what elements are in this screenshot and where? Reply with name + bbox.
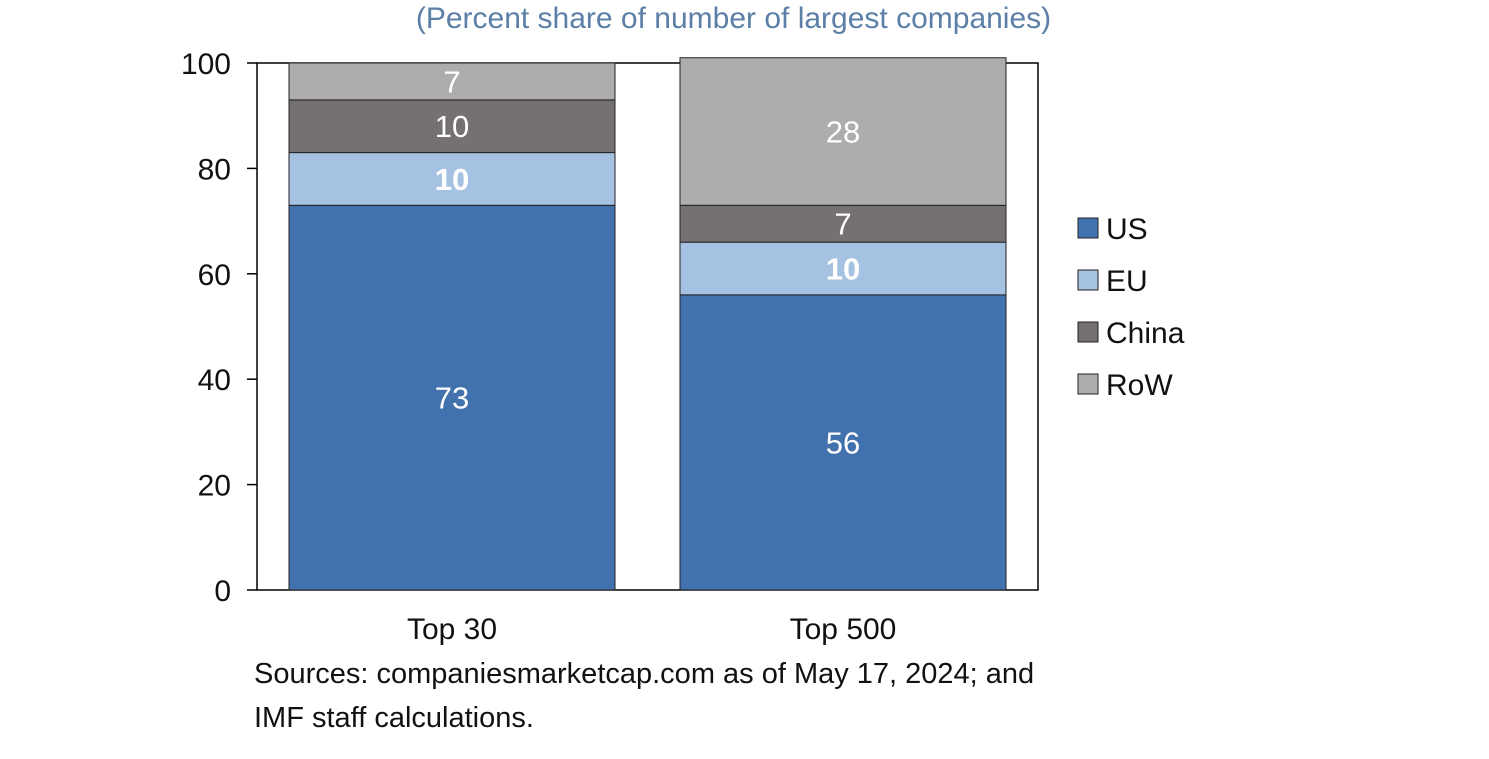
bar-segment-china bbox=[679, 204, 1007, 243]
data-label: 10 bbox=[826, 252, 860, 287]
legend-label: US bbox=[1106, 213, 1148, 246]
bar-segment-eu bbox=[288, 152, 616, 206]
legend-swatch-china bbox=[1077, 321, 1099, 343]
legend-swatch-us bbox=[1077, 217, 1099, 239]
bar-segment-row bbox=[679, 57, 1007, 206]
data-label: 10 bbox=[435, 109, 469, 144]
data-label: 7 bbox=[834, 207, 851, 242]
legend-label: RoW bbox=[1106, 369, 1173, 402]
y-tick-label: 60 bbox=[198, 259, 231, 292]
bar-segment-eu bbox=[679, 241, 1007, 296]
x-category-label: Top 30 bbox=[407, 613, 497, 646]
y-tick-label: 0 bbox=[214, 575, 231, 608]
chart-subtitle: (Percent share of number of largest comp… bbox=[415, 2, 1052, 35]
data-label: 7 bbox=[443, 64, 460, 99]
y-tick-label: 40 bbox=[198, 364, 231, 397]
data-label: 10 bbox=[435, 162, 469, 197]
plot-frame bbox=[256, 62, 1039, 591]
source-note: Sources: companiesmarketcap.com as of Ma… bbox=[254, 652, 1154, 740]
legend-swatch-eu bbox=[1077, 269, 1099, 291]
data-label: 73 bbox=[435, 381, 469, 416]
legend-label: China bbox=[1106, 317, 1185, 350]
source-line-1: Sources: companiesmarketcap.com as of Ma… bbox=[254, 658, 1035, 690]
bar-segment-us bbox=[679, 294, 1007, 591]
data-label: 56 bbox=[826, 425, 860, 460]
bar-segment-us bbox=[288, 204, 616, 591]
legend-label: EU bbox=[1106, 265, 1148, 298]
y-tick-label: 100 bbox=[181, 48, 231, 81]
data-label: 28 bbox=[826, 115, 860, 150]
y-tick-label: 80 bbox=[198, 153, 231, 186]
source-line-2: IMF staff calculations. bbox=[254, 702, 534, 734]
legend-swatch-row bbox=[1077, 373, 1099, 395]
bar-segment-row bbox=[288, 62, 616, 101]
x-category-label: Top 500 bbox=[790, 613, 897, 646]
y-tick-label: 20 bbox=[198, 470, 231, 503]
